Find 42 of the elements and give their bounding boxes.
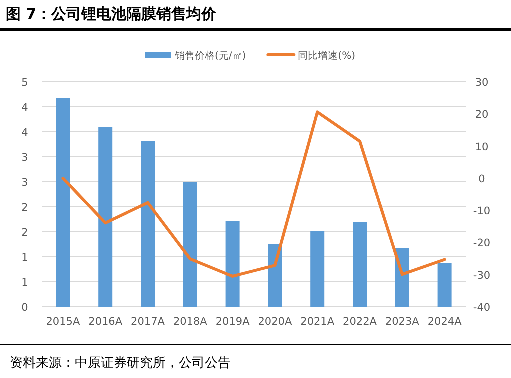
- y2-tick-label: 10: [475, 141, 489, 154]
- x-tick-label: 2019A: [216, 316, 251, 328]
- bar: [56, 98, 70, 307]
- legend-label: 同比增速(%): [298, 50, 356, 62]
- y2-tick-label: -20: [473, 238, 491, 250]
- y2-tick-label: 30: [475, 77, 489, 89]
- bar: [98, 128, 113, 307]
- legend-label: 销售价格(元/㎡): [174, 50, 246, 62]
- y2-tick-label: -10: [473, 206, 491, 218]
- text: 资料来源：中原证券研究所，公司公告: [10, 356, 231, 371]
- bar: [353, 222, 367, 307]
- y-tick-label: 1: [22, 277, 28, 289]
- x-tick-label: 2018A: [173, 316, 208, 328]
- x-tick-label: 2024A: [428, 316, 463, 328]
- bar: [310, 232, 325, 307]
- y2-tick-label: 0: [478, 173, 486, 186]
- y-tick-label: 3: [22, 152, 28, 164]
- y-tick-label: 1: [22, 252, 28, 264]
- x-tick-label: 2021A: [300, 316, 336, 328]
- x-tick-label: 2022A: [343, 316, 378, 328]
- y2-tick-label: -40: [473, 302, 491, 314]
- y-tick-label: 5: [22, 77, 28, 89]
- bar: [141, 142, 155, 307]
- bar: [438, 263, 452, 307]
- x-tick-label: 2016A: [88, 316, 124, 328]
- x-tick-label: 2017A: [131, 316, 166, 328]
- y-tick-label: 2: [22, 227, 28, 239]
- bar: [183, 182, 198, 307]
- bar: [268, 244, 282, 307]
- bar: [226, 222, 240, 307]
- chart-title: 图 7：公司锂电池隔膜销售均价: [6, 5, 218, 23]
- y-tick-label: 2: [22, 202, 28, 214]
- y2-tick-label: 20: [475, 109, 489, 122]
- y-tick-label: 4: [22, 127, 29, 139]
- x-tick-label: 2023A: [385, 316, 420, 328]
- y-tick-label: 0: [22, 302, 28, 314]
- x-tick-label: 2020A: [258, 316, 293, 328]
- line-series: [62, 110, 446, 278]
- x-tick-label: 2015A: [46, 316, 81, 328]
- y-tick-label: 4: [22, 102, 29, 114]
- y-tick-label: 3: [22, 177, 28, 189]
- y2-tick-label: -30: [473, 270, 491, 282]
